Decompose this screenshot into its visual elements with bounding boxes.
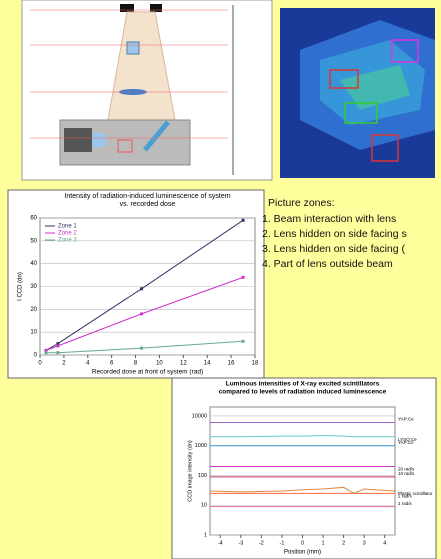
y-tick-label: 1 <box>204 532 207 538</box>
legend-label: Zone 2 <box>58 231 77 237</box>
y-tick-label: 60 <box>30 216 37 222</box>
y-tick-label: 50 <box>30 238 37 244</box>
plot-area <box>209 406 396 536</box>
setup-diagram <box>21 0 273 181</box>
legend-label: Zone 1 <box>58 224 77 230</box>
x-tick-label: 12 <box>180 361 187 367</box>
x-tick-label: 6 <box>110 361 114 367</box>
point <box>241 218 245 222</box>
series-label: YAP:Ce <box>398 417 414 422</box>
x-tick-label: 14 <box>204 361 211 367</box>
y-tick-label: 100 <box>198 473 207 479</box>
zone-item: 3. Lens hidden on side facing ( <box>262 243 406 255</box>
x-tick-label: -4 <box>218 540 223 546</box>
point <box>56 344 60 348</box>
point <box>140 346 144 350</box>
x-tick-label: 0 <box>38 361 42 367</box>
y-tick-label: 10 <box>30 330 37 336</box>
chart-title: compared to levels of radiation induced … <box>219 389 387 396</box>
x-tick-label: 4 <box>383 540 386 546</box>
x-axis-label: Recorded dose at front of system (rad) <box>92 369 203 376</box>
x-tick-label: 10 <box>156 361 163 367</box>
y-axis-label: CCD image intensity (dn) <box>187 440 193 502</box>
series-label: 2 rad/s <box>398 494 413 499</box>
y-tick-label: 40 <box>30 261 37 267</box>
series-label: LYSO:Ce <box>398 437 417 442</box>
x-tick-label: -1 <box>279 540 284 546</box>
x-tick-label: 2 <box>342 540 345 546</box>
series-label: 1 rad/s <box>398 501 413 506</box>
chart-title: Intensity of radiation-induced luminesce… <box>64 193 230 200</box>
point <box>56 342 60 346</box>
y-tick-label: 10000 <box>192 413 207 419</box>
x-tick-label: 8 <box>134 361 138 367</box>
x-tick-label: -3 <box>238 540 243 546</box>
point <box>44 348 48 352</box>
y-axis-label: I CCD (dn) <box>18 272 24 301</box>
series-line <box>210 435 395 438</box>
series-label: 10 rad/s <box>398 471 415 476</box>
luminescence-image <box>280 8 435 178</box>
zone-item: 4. Part of lens outside beam <box>262 258 393 270</box>
point <box>241 339 245 343</box>
zone-item: 2. Lens hidden on side facing s <box>262 228 407 240</box>
series-line <box>45 340 244 354</box>
chart-title: vs. recorded dose <box>120 201 176 208</box>
y-tick-label: 30 <box>30 284 37 290</box>
point <box>44 351 48 355</box>
y-tick-label: 1000 <box>195 443 207 449</box>
x-tick-label: 18 <box>252 361 259 367</box>
series-line <box>45 219 244 351</box>
x-tick-label: 16 <box>228 361 235 367</box>
x-tick-label: -2 <box>259 540 264 546</box>
y-tick-label: 0 <box>34 353 38 359</box>
point <box>241 275 245 279</box>
chart-title: Luminous intensities of X-ray excited sc… <box>226 381 380 388</box>
legend-label: Zone 3 <box>58 238 77 244</box>
x-tick-label: 4 <box>86 361 90 367</box>
x-tick-label: 0 <box>301 540 304 546</box>
zone-item: 1. Beam interaction with lens <box>262 213 396 225</box>
zones-heading: Picture zones: <box>268 197 335 209</box>
point <box>140 312 144 316</box>
point <box>56 351 60 355</box>
x-tick-label: 2 <box>62 361 66 367</box>
y-tick-label: 20 <box>30 307 37 313</box>
x-tick-label: 1 <box>322 540 325 546</box>
x-tick-label: 3 <box>363 540 366 546</box>
point <box>140 287 144 291</box>
series-label: 20 rad/s <box>398 467 415 472</box>
series-line <box>209 486 396 494</box>
x-axis-label: Position (mm) <box>284 550 321 556</box>
series-line <box>45 276 244 351</box>
y-tick-label: 10 <box>201 503 207 509</box>
series-label: Plastic scintillator <box>398 491 433 496</box>
series-label: YAP:Ce <box>398 440 414 445</box>
